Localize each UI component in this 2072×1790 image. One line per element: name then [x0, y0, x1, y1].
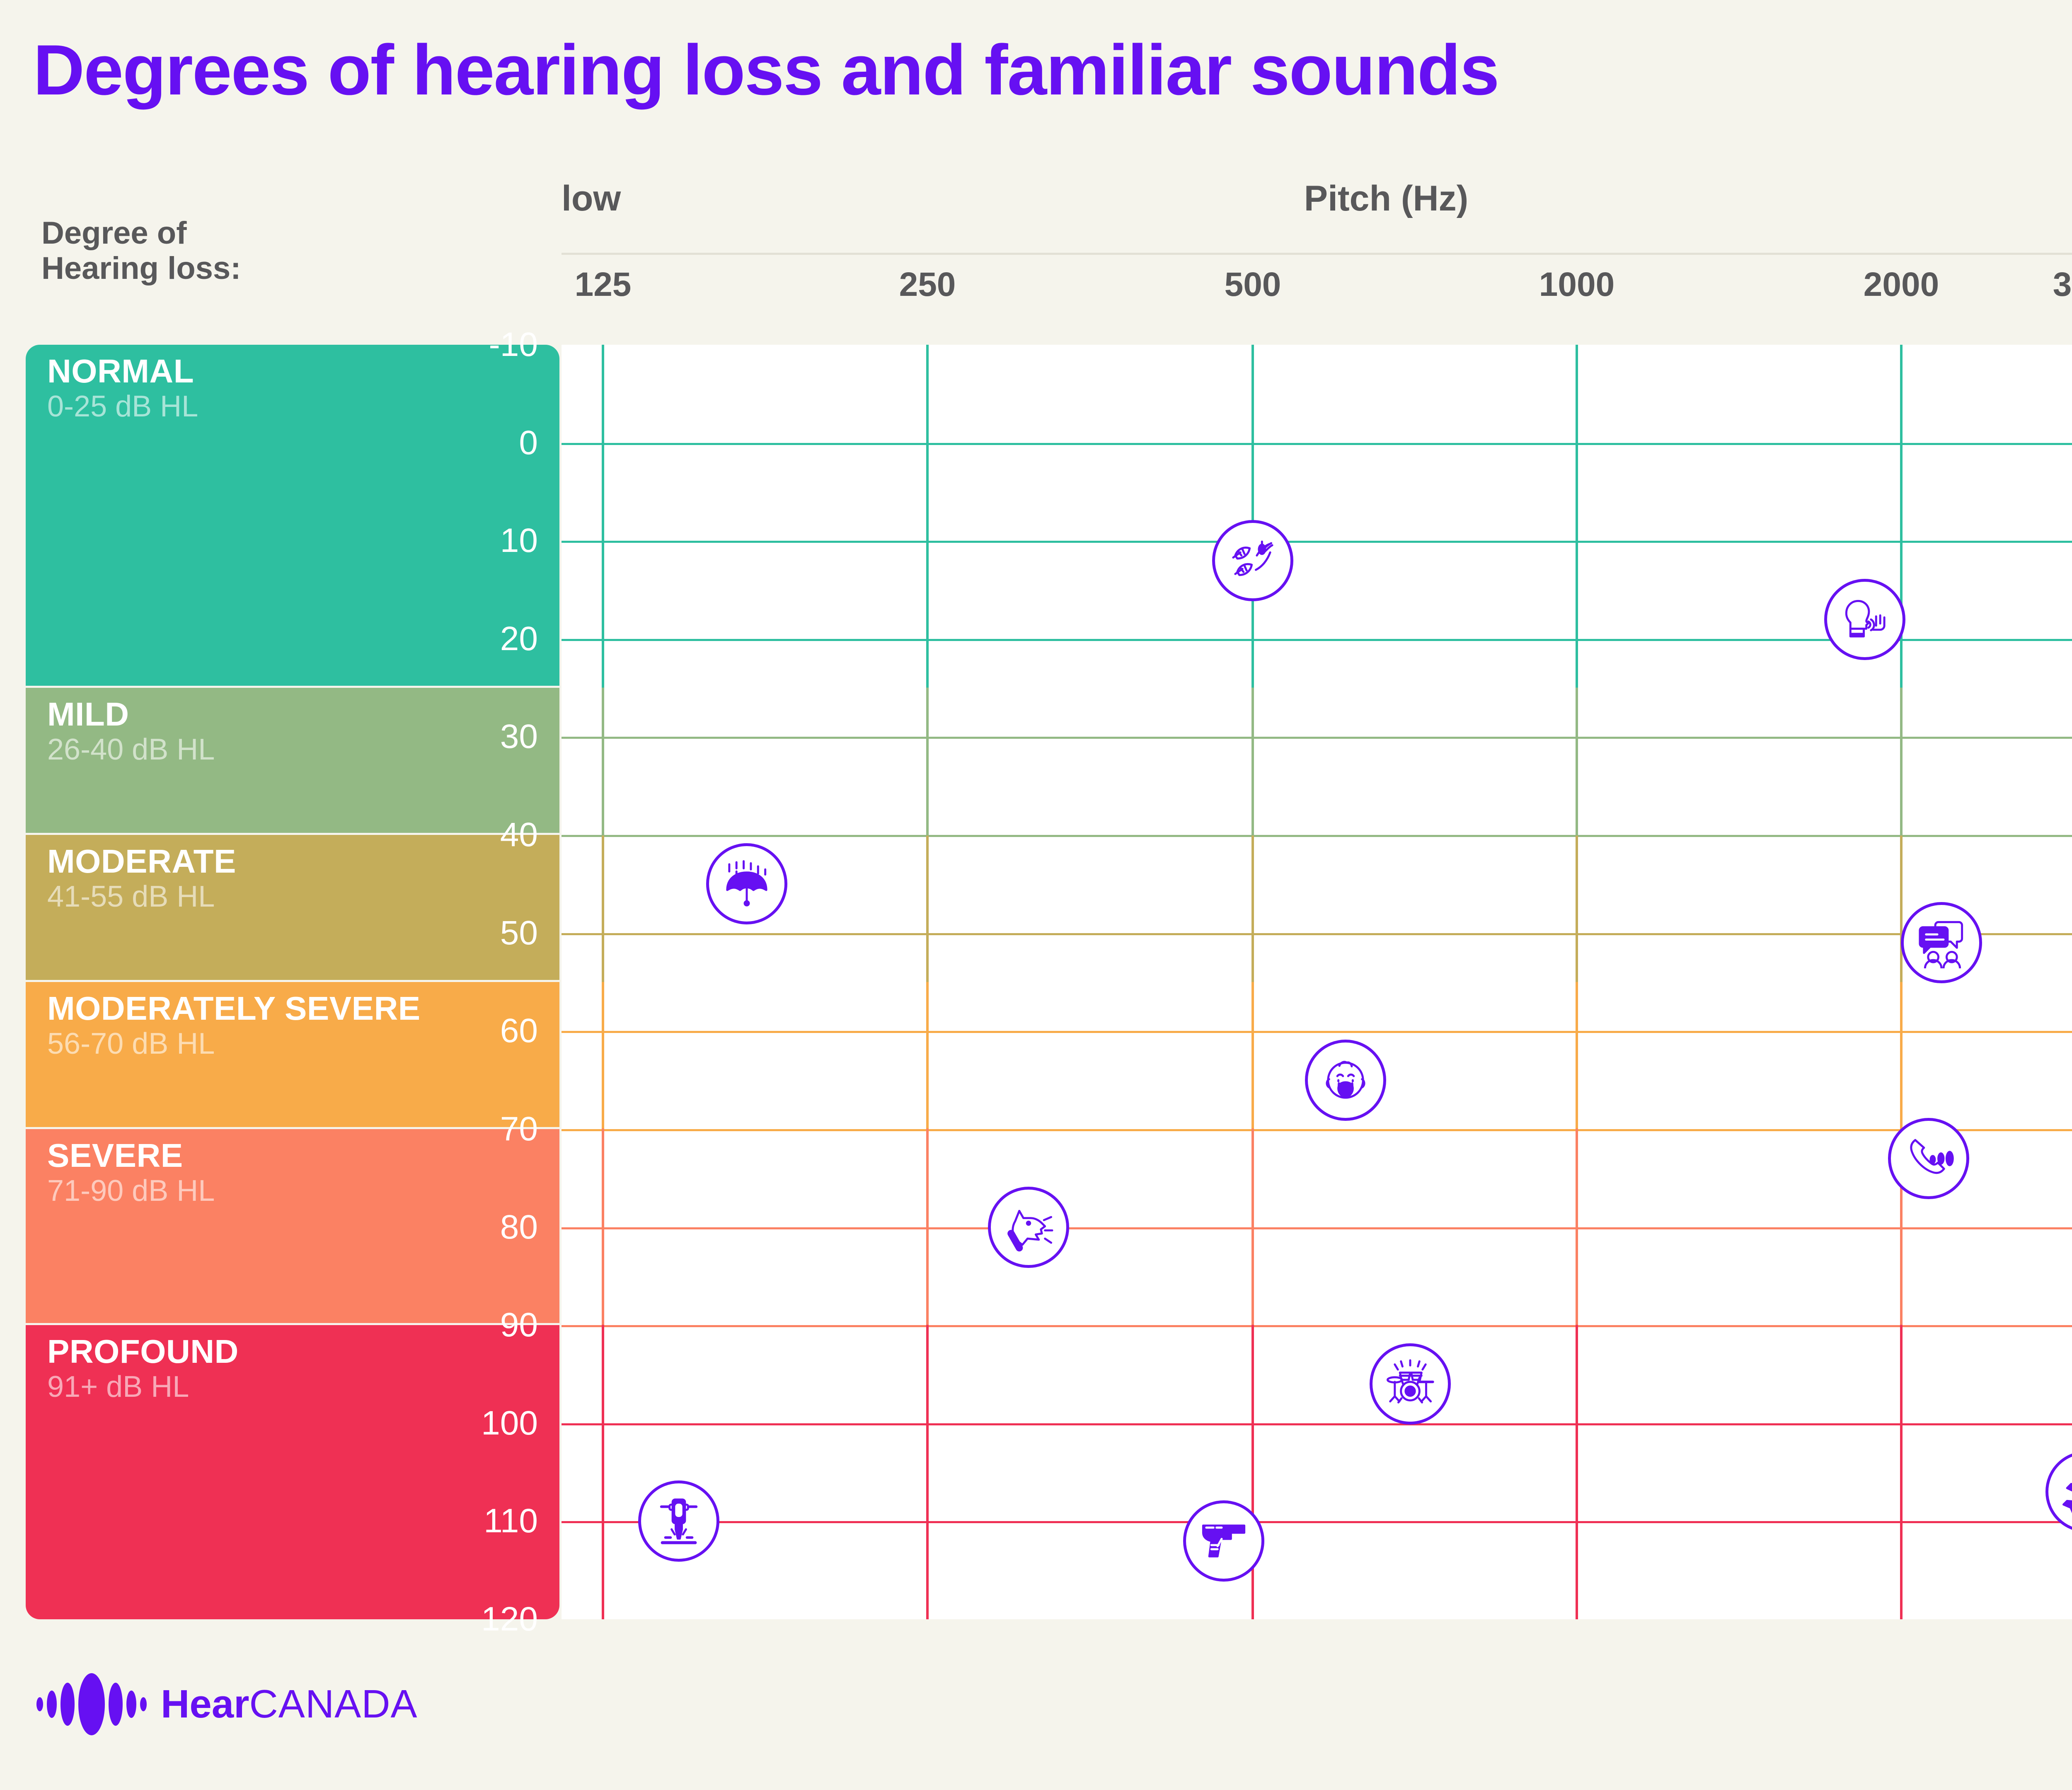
logo-brand-bold: Hear [161, 1682, 249, 1726]
handgun-icon [1198, 1515, 1249, 1567]
barking-dog-icon [1003, 1202, 1054, 1253]
legend-band-name: SEVERE [47, 1137, 183, 1174]
x-tick-125: 125 [574, 266, 632, 303]
gridline-h-50 [562, 933, 2072, 935]
x-axis-header: low Pitch (Hz) [562, 178, 2072, 224]
axis-divider-rule [562, 253, 2072, 255]
sound-marker-barking-dog[interactable] [988, 1186, 1069, 1268]
sound-marker-rustling-leaves[interactable] [1212, 520, 1293, 601]
legend-band-moderately-severe: MODERATELY SEVERE 56-70 dB HL [26, 982, 559, 1129]
soundwave-icon [36, 1673, 147, 1735]
x-tick-250: 250 [899, 266, 956, 303]
legend-band-range: 71-90 dB HL [47, 1174, 215, 1208]
sound-marker-whisper[interactable] [1824, 578, 1905, 660]
x-axis-low-label: low [562, 179, 621, 218]
gridline-h-70 [562, 1129, 2072, 1131]
audiogram-plot-area [562, 345, 2072, 1619]
airplane-icon [2060, 1466, 2072, 1517]
gridline-h-60 [562, 1031, 2072, 1033]
gridline-h-0 [562, 443, 2072, 445]
hear-canada-logo[interactable]: HearCANADA [36, 1673, 418, 1735]
legend-band-range: 0-25 dB HL [47, 390, 198, 423]
gridline-v-500 [1251, 345, 1254, 1619]
page-title: Degrees of hearing loss and familiar sou… [33, 30, 1499, 110]
soundwave-bar-6 [140, 1697, 147, 1711]
legend-band-name: MILD [47, 696, 129, 733]
umbrella-rain-icon [721, 858, 772, 910]
x-tick-500: 500 [1224, 266, 1281, 303]
legend-heading-line2: Hearing loss: [41, 251, 241, 286]
sound-marker-crying-baby[interactable] [1305, 1039, 1387, 1121]
soundwave-bar-5 [126, 1691, 136, 1718]
crying-baby-icon [1320, 1055, 1371, 1106]
gridline-v-250 [926, 345, 929, 1619]
legend-band-range: 91+ dB HL [47, 1370, 189, 1404]
soundwave-bar-3 [78, 1673, 105, 1735]
gridline-h-30 [562, 737, 2072, 739]
gridline-h-100 [562, 1423, 2072, 1425]
legend-band-name: MODERATELY SEVERE [47, 989, 421, 1027]
legend-band-mild: MILD 26-40 dB HL [26, 688, 559, 835]
legend-band-profound: PROFOUND 91+ dB HL [26, 1325, 559, 1619]
whisper-icon [1839, 594, 1890, 645]
legend-band-range: 26-40 dB HL [47, 733, 215, 767]
legend-band-range: 41-55 dB HL [47, 880, 215, 914]
sound-marker-conversation[interactable] [1901, 902, 1982, 984]
sound-marker-jet-aeroplane[interactable] [2045, 1451, 2072, 1533]
sound-marker-telephone-ring[interactable] [1888, 1118, 1969, 1199]
legend-band-name: MODERATE [47, 843, 236, 880]
legend-heading: Degree of Hearing loss: [41, 215, 241, 286]
legend-band-severe: SEVERE 71-90 dB HL [26, 1129, 559, 1326]
x-tick-1000: 1000 [1539, 266, 1615, 303]
x-axis-tick-labels: 125 250 500 1000 2000 3000 [0, 265, 2072, 311]
soundwave-bar-1 [47, 1691, 57, 1718]
gridline-v-125 [602, 345, 604, 1619]
legend-band-moderate: MODERATE 41-55 dB HL [26, 835, 559, 982]
gridline-v-2000 [1900, 345, 1903, 1619]
gridline-h-80 [562, 1227, 2072, 1229]
degree-of-hearing-loss-legend: NORMAL 0-25 dB HL MILD 26-40 dB HL MODERATE 4… [26, 345, 559, 1619]
gridline-v-1000 [1576, 345, 1578, 1619]
x-axis-title: Pitch (Hz) [1304, 179, 1469, 218]
legend-band-normal: NORMAL 0-25 dB HL [26, 345, 559, 688]
gridline-h-90 [562, 1325, 2072, 1328]
soundwave-bar-2 [61, 1683, 75, 1726]
conversation-icon [1916, 917, 1967, 969]
gridline-h-20 [562, 639, 2072, 641]
gridline-h-110 [562, 1521, 2072, 1524]
leaves-icon [1227, 535, 1278, 586]
drums-icon [1385, 1358, 1436, 1410]
telephone-icon [1903, 1133, 1954, 1184]
sound-marker-jackhammer[interactable] [638, 1480, 720, 1562]
gridline-h-10 [562, 541, 2072, 543]
legend-band-name: NORMAL [47, 353, 194, 389]
x-tick-2000: 2000 [1863, 266, 1939, 303]
sound-marker-gunshot[interactable] [1183, 1500, 1264, 1582]
legend-heading-line1: Degree of [41, 215, 187, 251]
logo-wordmark: HearCANADA [161, 1684, 418, 1724]
logo-brand-light: CANADA [249, 1682, 418, 1726]
jackhammer-icon [653, 1495, 704, 1547]
legend-band-range: 56-70 dB HL [47, 1027, 215, 1061]
soundwave-bar-4 [109, 1683, 123, 1726]
gridline-h-40 [562, 835, 2072, 837]
legend-band-name: PROFOUND [47, 1333, 239, 1370]
sound-marker-drum-kit[interactable] [1369, 1343, 1451, 1425]
sound-marker-rainfall[interactable] [706, 843, 788, 925]
x-tick-3000: 3000 [2053, 266, 2072, 303]
soundwave-bar-0 [36, 1697, 43, 1711]
